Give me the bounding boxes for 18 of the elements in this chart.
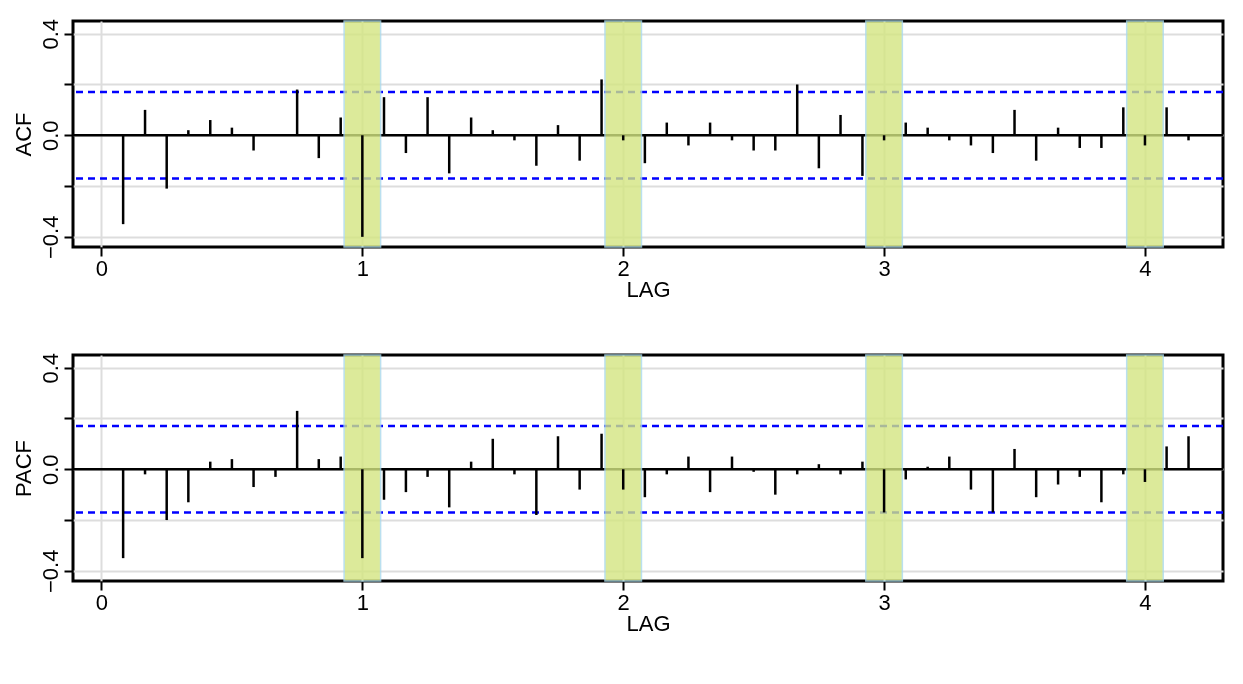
y-tick-label: 0.4 bbox=[37, 352, 63, 384]
bar bbox=[361, 469, 364, 559]
y-tick-label: 0.4 bbox=[37, 18, 63, 50]
x-tick-label: 4 bbox=[1139, 255, 1152, 281]
x-tick-label: 3 bbox=[878, 589, 891, 615]
x-tick-label: 4 bbox=[1139, 589, 1152, 615]
y-tick-label: 0.0 bbox=[37, 454, 63, 486]
y-tick-label: 0.0 bbox=[37, 120, 63, 152]
x-tick-label: 1 bbox=[356, 255, 369, 281]
x-tick-label: 3 bbox=[878, 255, 891, 281]
y-tick-label: −0.4 bbox=[37, 549, 63, 594]
x-tick-label: 0 bbox=[95, 589, 109, 615]
y-axis-title: PACF bbox=[10, 439, 36, 498]
x-tick-label: 1 bbox=[356, 589, 369, 615]
y-axis-title: ACF bbox=[10, 112, 36, 157]
y-tick-label: −0.4 bbox=[37, 215, 63, 260]
x-tick-label: 0 bbox=[95, 255, 109, 281]
bar bbox=[361, 135, 364, 237]
